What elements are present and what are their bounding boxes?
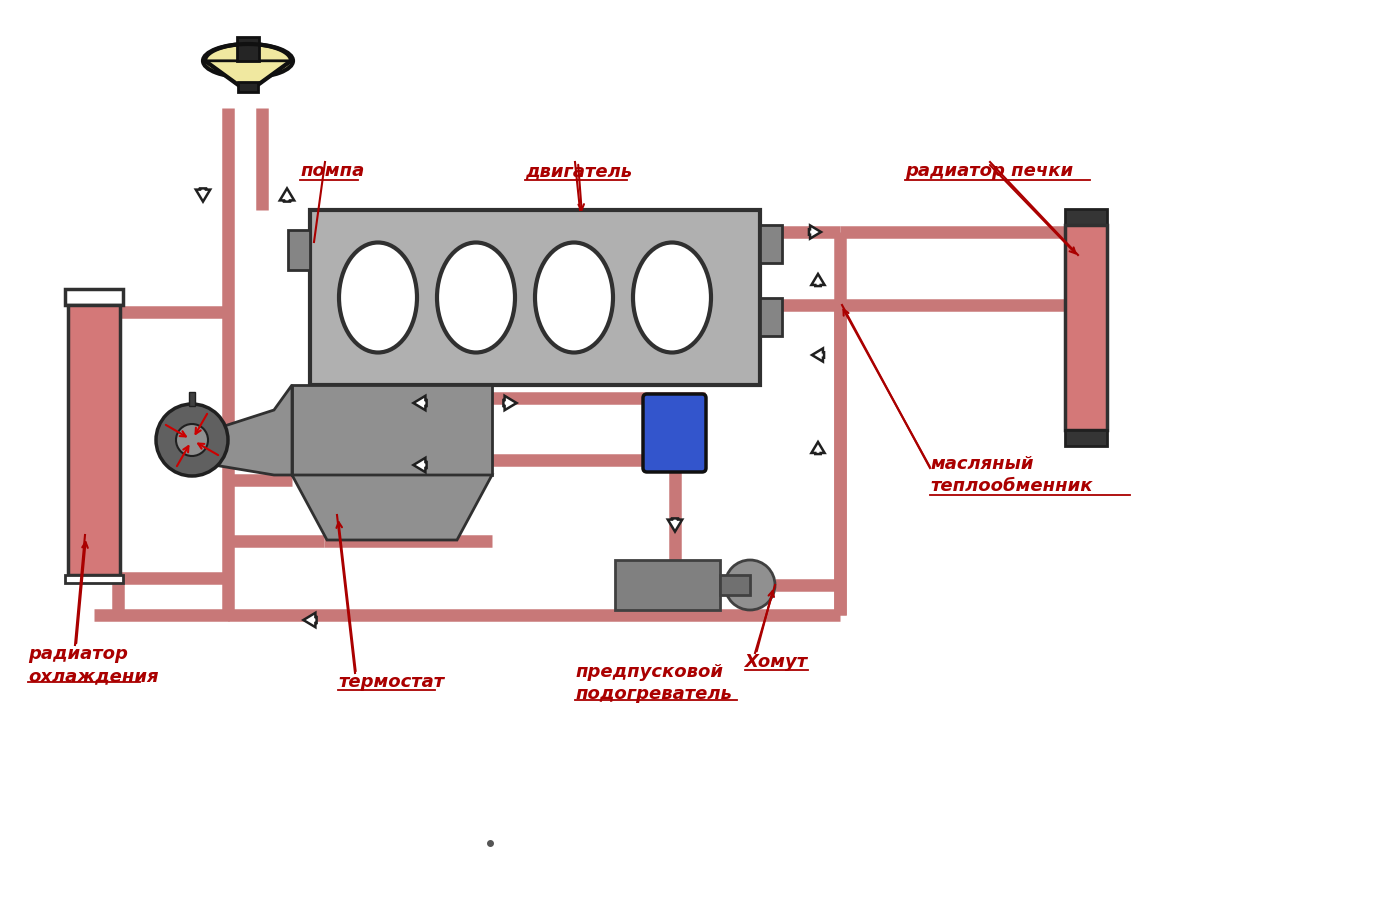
Text: двигатель: двигатель: [525, 162, 632, 180]
Bar: [237, 37, 259, 61]
Polygon shape: [413, 458, 427, 473]
Polygon shape: [304, 613, 316, 627]
Polygon shape: [503, 396, 517, 410]
Ellipse shape: [535, 242, 613, 353]
Bar: [1064, 209, 1107, 225]
Bar: [719, 575, 750, 595]
Text: предпусковой
подогреватель: предпусковой подогреватель: [575, 663, 732, 703]
Text: помпа: помпа: [299, 162, 365, 180]
Bar: [288, 230, 310, 270]
Bar: [65, 575, 123, 583]
Bar: [65, 289, 123, 305]
Ellipse shape: [437, 242, 516, 353]
Bar: [1064, 430, 1107, 446]
Ellipse shape: [340, 242, 417, 353]
Text: масляный
теплообменник: масляный теплообменник: [930, 455, 1092, 495]
Circle shape: [157, 404, 229, 476]
FancyBboxPatch shape: [643, 394, 705, 472]
Polygon shape: [280, 188, 294, 202]
Polygon shape: [811, 442, 825, 454]
Text: радиатор
охлаждения: радиатор охлаждения: [28, 645, 158, 685]
Polygon shape: [195, 188, 211, 202]
Bar: [292, 385, 492, 475]
Polygon shape: [413, 396, 427, 410]
Bar: [615, 560, 719, 610]
Bar: [760, 225, 782, 263]
Bar: [188, 392, 195, 406]
Circle shape: [725, 560, 775, 610]
Text: Хомут: Хомут: [746, 653, 808, 671]
Polygon shape: [292, 475, 492, 540]
Circle shape: [176, 424, 208, 456]
Bar: [1064, 225, 1107, 430]
Bar: [238, 83, 258, 92]
Ellipse shape: [633, 242, 711, 353]
Polygon shape: [668, 518, 682, 532]
Text: радиатор печки: радиатор печки: [905, 162, 1073, 180]
Polygon shape: [812, 348, 825, 362]
Polygon shape: [809, 225, 821, 238]
Polygon shape: [202, 385, 292, 475]
Bar: [760, 298, 782, 336]
Polygon shape: [811, 274, 825, 286]
Polygon shape: [205, 61, 291, 85]
Text: термостат: термостат: [338, 673, 444, 691]
Bar: [310, 210, 760, 385]
Ellipse shape: [202, 44, 292, 77]
Bar: [68, 305, 121, 575]
